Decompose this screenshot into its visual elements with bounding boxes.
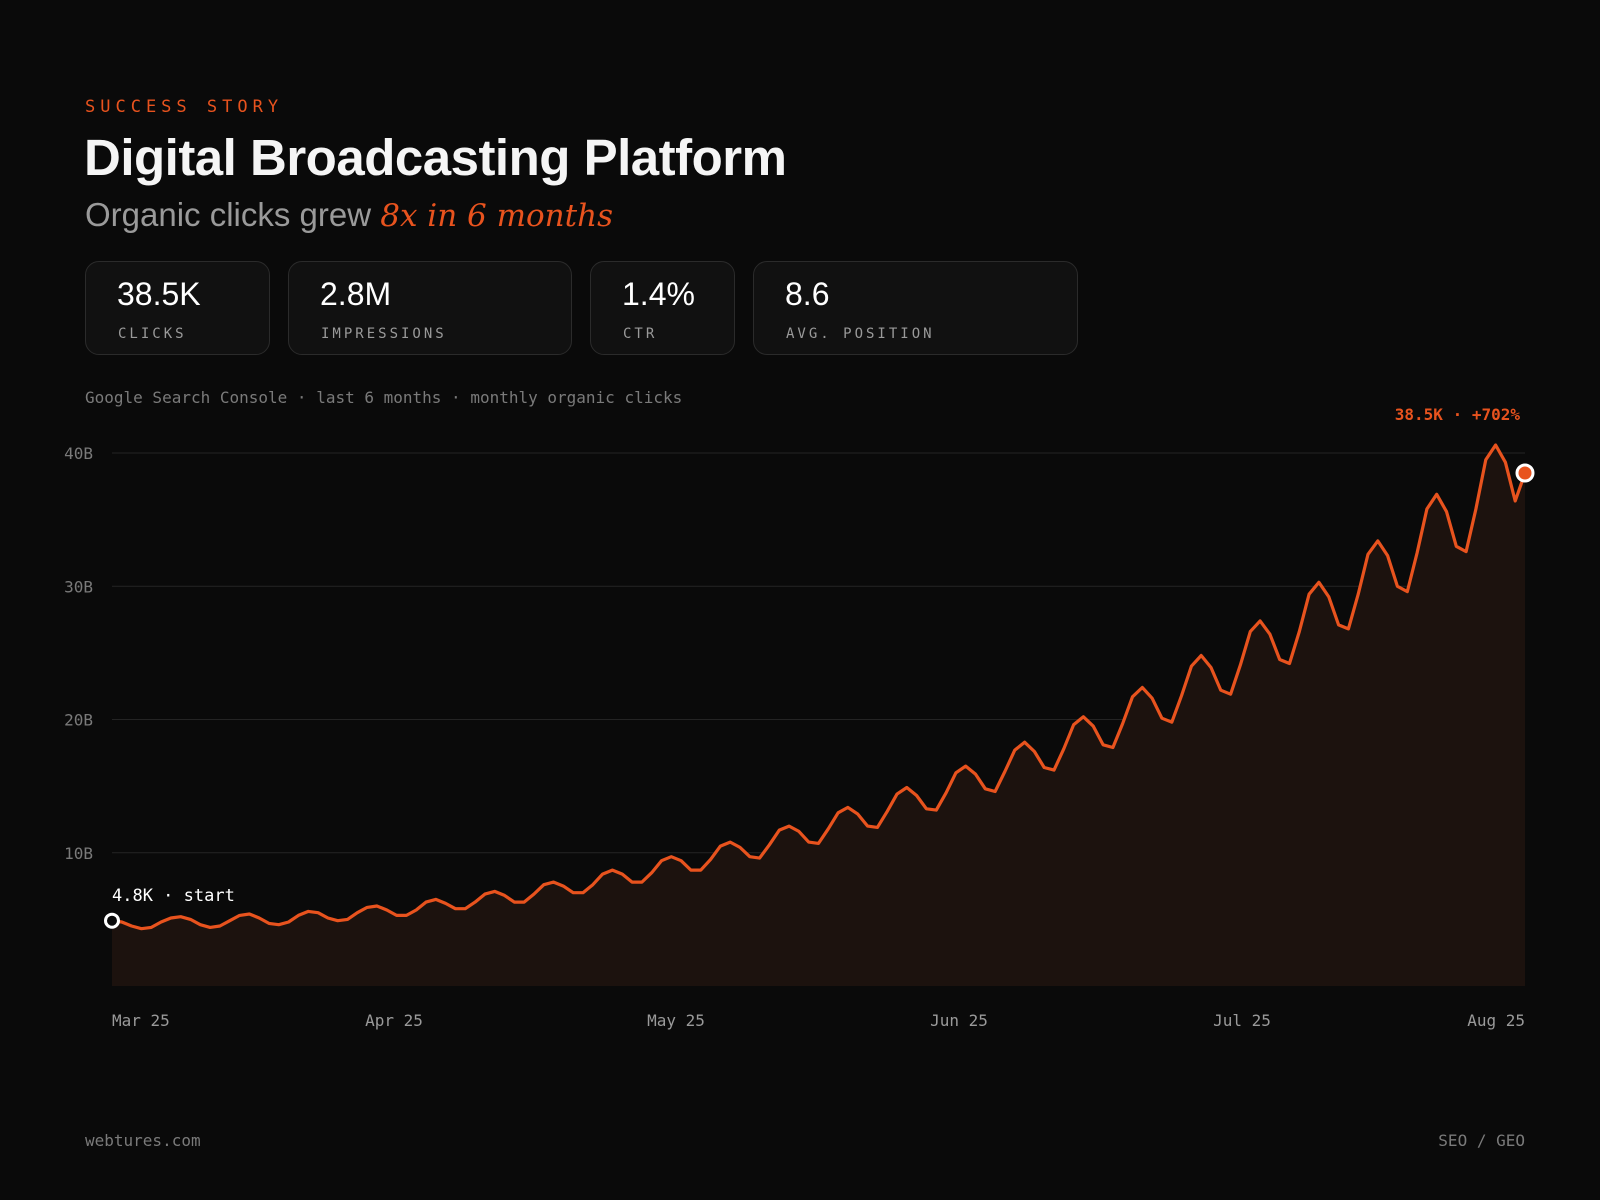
x-tick-label: Mar 25 xyxy=(112,1011,170,1030)
kpi-value: 8.6 xyxy=(785,276,830,312)
area-fill xyxy=(112,445,1525,986)
start-point-marker xyxy=(104,912,120,929)
x-tick-label: Apr 25 xyxy=(365,1011,423,1030)
kpi-label: CLICKS xyxy=(118,326,187,342)
footer-site: webtures.com xyxy=(85,1131,201,1150)
kpi-label: AVG. POSITION xyxy=(786,326,935,342)
subtitle-highlight: 8x in 6 months xyxy=(380,198,613,234)
kpi-value: 2.8M xyxy=(320,276,392,312)
kpi-card-ctr: 1.4% CTR xyxy=(590,261,735,355)
x-tick-label: Aug 25 xyxy=(1467,1011,1525,1030)
x-tick-label: May 25 xyxy=(647,1011,705,1030)
source-note: Google Search Console · last 6 months · … xyxy=(85,388,683,407)
end-point-marker xyxy=(1515,463,1535,483)
y-tick-label: 30B xyxy=(64,577,93,596)
x-tick-label: Jun 25 xyxy=(930,1011,988,1030)
kpi-value: 1.4% xyxy=(622,276,695,312)
start-annotation: 4.8K · start xyxy=(112,886,235,906)
x-tick-label: Jul 25 xyxy=(1213,1011,1271,1030)
kpi-label: CTR xyxy=(623,326,658,342)
y-tick-label: 40B xyxy=(64,444,93,463)
kpi-card-impressions: 2.8M IMPRESSIONS xyxy=(288,261,572,355)
footer-tag: SEO / GEO xyxy=(1438,1131,1525,1150)
kpi-label: IMPRESSIONS xyxy=(321,326,447,342)
y-tick-label: 20B xyxy=(64,711,93,730)
page-title: Digital Broadcasting Platform xyxy=(84,129,787,186)
kpi-card-avg-position: 8.6 AVG. POSITION xyxy=(753,261,1078,355)
end-annotation: 38.5K · +702% xyxy=(1395,405,1521,424)
kpi-value: 38.5K xyxy=(117,276,201,312)
clicks-series-line xyxy=(110,443,1527,931)
eyebrow-label: SUCCESS STORY xyxy=(85,97,284,117)
kpi-card-clicks: 38.5K CLICKS xyxy=(85,261,270,355)
subtitle-prefix: Organic clicks grew xyxy=(85,196,381,233)
subtitle: Organic clicks grew 8x in 6 months xyxy=(85,196,613,234)
y-tick-label: 10B xyxy=(64,844,93,863)
